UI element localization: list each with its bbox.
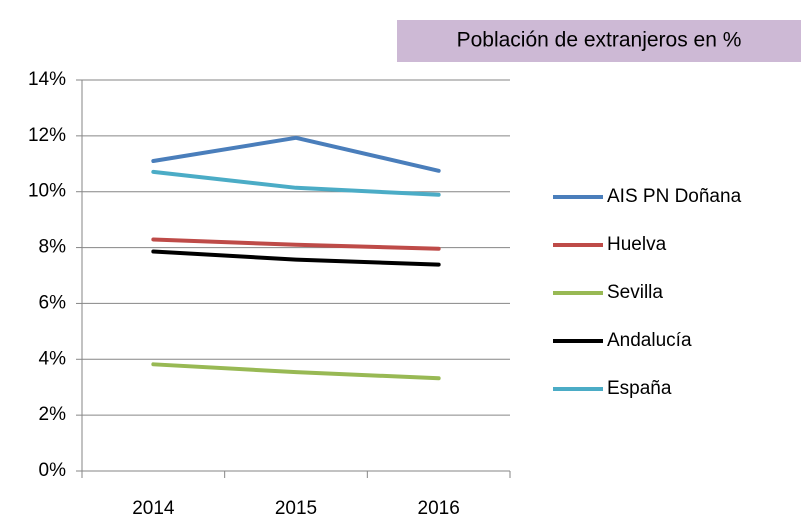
y-tick-label: 8%: [39, 237, 67, 258]
y-tick-label: 12%: [28, 125, 66, 146]
x-tick-label: 2015: [275, 498, 317, 515]
chart-title: Población de extranjeros en %: [457, 29, 742, 52]
legend-label: AIS PN Doñana: [607, 186, 742, 207]
y-tick-label: 14%: [28, 69, 66, 90]
title-box: [397, 20, 801, 62]
y-tick-label: 2%: [39, 404, 67, 425]
x-tick-label: 2014: [132, 498, 175, 515]
x-tick-label: 2016: [418, 498, 460, 515]
y-tick-label: 0%: [39, 460, 67, 481]
legend-label: Huelva: [607, 234, 667, 255]
legend-label: Sevilla: [607, 282, 663, 303]
series-line: [151, 362, 441, 381]
legend-label: España: [607, 378, 672, 399]
y-tick-label: 10%: [28, 181, 66, 202]
series-line: [151, 169, 441, 197]
legend-label: Andalucía: [607, 330, 692, 351]
series-line: [151, 135, 441, 173]
y-tick-label: 4%: [39, 348, 67, 369]
series-line: [151, 249, 441, 267]
y-tick-label: 6%: [39, 292, 67, 313]
series-line: [151, 237, 441, 251]
